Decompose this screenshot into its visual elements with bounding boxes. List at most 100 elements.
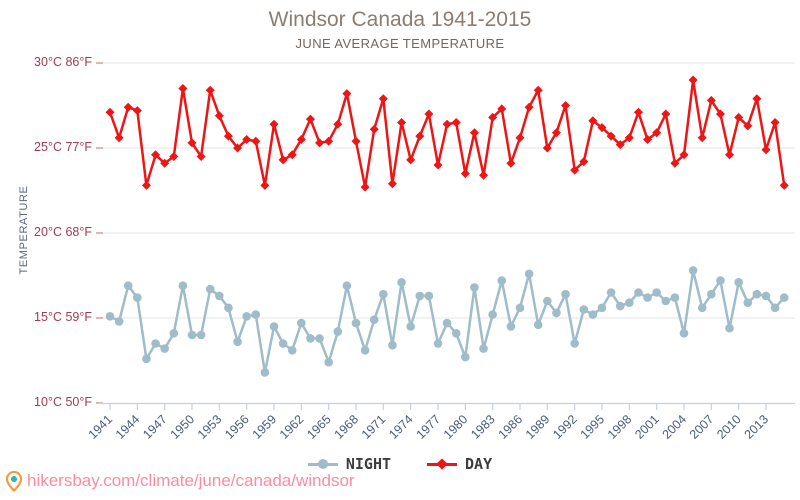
night-point[interactable]: 1995: 15.6°C (597, 303, 607, 313)
night-point[interactable]: 1963: 13.8°C (306, 334, 315, 343)
night-point[interactable]: 1942: 14.8°C (114, 317, 124, 326)
night-point[interactable]: 1988: 14.6°C (533, 320, 543, 330)
night-point[interactable]: 1991: 16.4°C (561, 289, 570, 299)
day-point[interactable]: 2001: 25.9°C (652, 128, 662, 138)
day-point[interactable]: 1971: 27.9°C (378, 94, 388, 104)
night-point[interactable]: 1971: 16.4°C (379, 289, 388, 299)
day-point[interactable]: 1996: 25.7°C (606, 131, 616, 141)
day-point[interactable]: 1958: 22.8°C (260, 180, 270, 190)
day-point[interactable]: 2005: 29°C (688, 75, 698, 85)
night-point[interactable]: 1985: 14.5°C (506, 322, 516, 331)
day-point[interactable]: 2013: 24.9°C (761, 145, 771, 155)
day-point[interactable]: 1952: 28.4°C (205, 85, 215, 95)
night-point[interactable]: 1962: 14.7°C (297, 318, 306, 328)
night-point[interactable]: 1977: 13.5°C (433, 339, 443, 348)
night-point[interactable]: 1996: 16.5°C (606, 288, 616, 297)
day-point[interactable]: 1994: 26.6°C (588, 116, 598, 126)
night-point[interactable]: 1954: 15.6°C (224, 303, 233, 313)
day-point[interactable]: 1944: 27.2°C (132, 106, 142, 116)
day-point[interactable]: 1957: 25.4°C (251, 136, 261, 146)
night-point[interactable]: 1952: 16.7°C (205, 284, 215, 294)
night-point[interactable]: 2010: 17.1°C (734, 278, 743, 287)
night-point[interactable]: 1983: 15.2°C (488, 310, 497, 319)
night-point[interactable]: 1966: 14.2°C (333, 327, 343, 336)
day-point[interactable]: 2010: 26.8°C (734, 112, 744, 122)
day-point[interactable]: 2003: 24.1°C (670, 158, 680, 168)
day-point[interactable]: 2009: 24.6°C (725, 150, 735, 160)
night-point[interactable]: 1944: 16.2°C (133, 293, 142, 302)
legend-item-night[interactable]: NIGHT (307, 455, 391, 473)
day-point[interactable]: 1967: 28.2°C (342, 89, 352, 99)
night-point[interactable]: 1997: 15.7°C (615, 301, 625, 311)
footer-link[interactable]: hikersbay.com/climate/june/canada/windso… (27, 471, 355, 490)
legend-item-day[interactable]: DAY (427, 455, 492, 473)
night-point[interactable]: 1964: 13.8°C (315, 334, 324, 343)
day-point[interactable]: 1984: 27.3°C (497, 104, 507, 114)
day-point[interactable]: 1975: 25.7°C (415, 131, 425, 141)
day-point[interactable]: 1998: 25.6°C (624, 133, 634, 143)
night-point[interactable]: 2014: 15.6°C (770, 303, 780, 313)
day-point[interactable]: 2007: 27.8°C (706, 95, 716, 105)
day-point[interactable]: 1962: 25.5°C (296, 135, 306, 144)
night-point[interactable]: 2011: 15.9°C (743, 298, 753, 308)
night-point[interactable]: 1946: 13.5°C (151, 339, 160, 348)
night-point[interactable]: 1992: 13.5°C (570, 339, 579, 348)
night-point[interactable]: 1990: 15.3°C (552, 308, 561, 318)
night-point[interactable]: 1987: 17.6°C (524, 269, 534, 279)
night-point[interactable]: 1967: 16.9°C (342, 281, 352, 291)
night-point[interactable]: 1953: 16.3°C (215, 291, 224, 301)
night-point[interactable]: 2008: 17.2°C (716, 276, 725, 285)
night-point[interactable]: 1958: 11.8°C (260, 368, 270, 377)
day-point[interactable]: 1959: 26.4°C (269, 119, 279, 129)
night-point[interactable]: 1980: 12.7°C (461, 352, 470, 362)
night-point[interactable]: 1959: 14.5°C (269, 322, 279, 331)
day-point[interactable]: 1987: 27.4°C (524, 102, 534, 112)
day-point[interactable]: 2008: 27°C (715, 109, 725, 119)
day-point[interactable]: 2011: 26.3°C (743, 121, 753, 131)
night-point[interactable]: 1945: 12.6°C (142, 354, 151, 364)
night-point[interactable]: 1965: 12.4°C (324, 357, 333, 367)
day-point[interactable]: 1978: 26.4°C (442, 119, 452, 129)
night-point[interactable]: 1986: 15.6°C (515, 303, 525, 313)
day-point[interactable]: 1969: 22.7°C (360, 182, 370, 192)
night-point[interactable]: 1972: 13.4°C (388, 340, 397, 350)
day-point[interactable]: 1953: 26.9°C (214, 111, 224, 121)
night-point[interactable]: 2002: 16°C (661, 296, 671, 306)
day-point[interactable]: 1972: 22.9°C (387, 179, 397, 189)
night-point[interactable]: 1957: 15.2°C (251, 310, 261, 319)
night-point[interactable]: 1950: 14°C (187, 330, 197, 340)
day-point[interactable]: 1948: 24.5°C (169, 152, 179, 161)
day-point[interactable]: 1973: 26.5°C (397, 118, 407, 127)
day-point[interactable]: 2004: 24.6°C (679, 150, 689, 160)
night-point[interactable]: 2005: 17.8°C (688, 266, 698, 275)
day-point[interactable]: 1942: 25.6°C (114, 133, 124, 143)
night-point[interactable]: 1974: 14.5°C (406, 322, 415, 331)
night-point[interactable]: 1970: 14.9°C (369, 315, 379, 325)
night-point[interactable]: 2004: 14.1°C (679, 329, 689, 338)
day-point[interactable]: 1947: 24.1°C (160, 158, 170, 168)
day-point[interactable]: 2012: 27.9°C (752, 94, 762, 104)
day-point[interactable]: 1954: 25.7°C (223, 131, 233, 141)
night-point[interactable]: 1982: 13.2°C (479, 344, 488, 353)
night-point[interactable]: 1951: 14°C (196, 330, 206, 340)
night-point[interactable]: 1961: 13.1°C (287, 346, 297, 355)
night-point[interactable]: 1989: 16°C (543, 296, 552, 306)
day-point[interactable]: 1992: 23.7°C (570, 165, 580, 175)
day-point[interactable]: 1951: 24.5°C (196, 152, 206, 161)
night-point[interactable]: 1981: 16.8°C (470, 283, 479, 292)
night-point[interactable]: 1998: 15.9°C (625, 298, 634, 308)
day-point[interactable]: 1943: 27.4°C (123, 102, 133, 112)
day-point[interactable]: 1964: 25.3°C (315, 138, 325, 148)
day-point[interactable]: 1968: 25.4°C (351, 136, 361, 146)
night-point[interactable]: 2001: 16.5°C (652, 288, 661, 297)
day-point[interactable]: 1955: 25°C (233, 143, 243, 153)
day-point[interactable]: 1965: 25.4°C (324, 136, 334, 146)
day-point[interactable]: 1988: 28.4°C (533, 85, 543, 95)
night-point[interactable]: 1943: 16.9°C (123, 281, 133, 291)
night-point[interactable]: 2007: 16.4°C (707, 289, 716, 299)
night-point[interactable]: 2003: 16.2°C (670, 293, 680, 302)
day-point[interactable]: 1949: 28.5°C (178, 84, 188, 93)
day-point[interactable]: 1979: 26.5°C (451, 118, 461, 127)
day-point[interactable]: 1997: 25.2°C (615, 140, 625, 150)
night-point[interactable]: 2000: 16.2°C (643, 293, 652, 302)
